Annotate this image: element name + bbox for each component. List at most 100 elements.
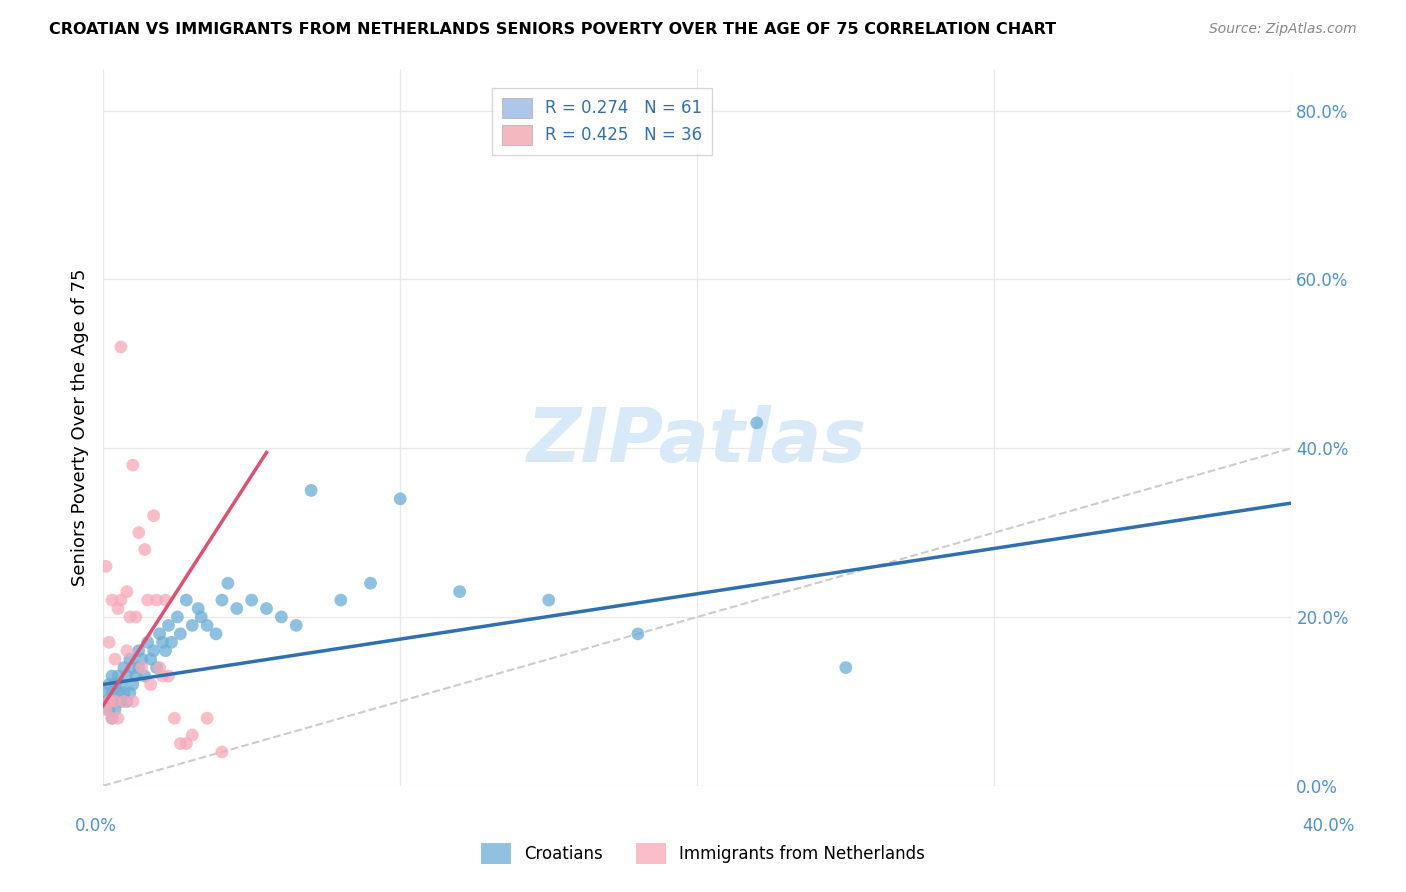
Point [101, 711, 124, 725]
Point [98, 694, 121, 708]
Point [110, 340, 132, 354]
Text: 40.0%: 40.0% [1302, 817, 1355, 835]
Point [139, 677, 162, 691]
Point [98, 703, 121, 717]
Point [160, 635, 183, 649]
Point [360, 576, 382, 591]
Point [449, 584, 471, 599]
Point [285, 618, 308, 632]
Point [115, 584, 138, 599]
Point [835, 660, 858, 674]
Point [98, 635, 121, 649]
Point [115, 694, 138, 708]
Point [121, 458, 143, 472]
Legend: Croatians, Immigrants from Netherlands: Croatians, Immigrants from Netherlands [474, 837, 932, 871]
Point [134, 542, 156, 557]
Point [205, 627, 228, 641]
Point [104, 652, 127, 666]
Point [745, 416, 768, 430]
Point [131, 660, 153, 674]
Point [110, 694, 132, 708]
Point [627, 627, 650, 641]
Point [121, 677, 143, 691]
Point [115, 669, 138, 683]
Point [110, 677, 132, 691]
Point [195, 711, 218, 725]
Point [256, 601, 278, 615]
Point [176, 593, 198, 607]
Point [131, 652, 153, 666]
Point [128, 660, 150, 674]
Point [107, 601, 129, 615]
Point [107, 711, 129, 725]
Point [94, 686, 117, 700]
Point [155, 593, 177, 607]
Point [211, 745, 233, 759]
Point [128, 525, 150, 540]
Point [176, 737, 198, 751]
Text: 0.0%: 0.0% [75, 817, 117, 835]
Y-axis label: Seniors Poverty Over the Age of 75: Seniors Poverty Over the Age of 75 [72, 268, 89, 586]
Point [142, 644, 165, 658]
Point [101, 686, 124, 700]
Point [145, 660, 167, 674]
Point [118, 652, 141, 666]
Point [112, 694, 135, 708]
Text: Source: ZipAtlas.com: Source: ZipAtlas.com [1209, 22, 1357, 37]
Point [128, 644, 150, 658]
Point [104, 677, 127, 691]
Point [225, 601, 247, 615]
Point [169, 627, 191, 641]
Point [121, 694, 143, 708]
Point [139, 652, 162, 666]
Point [145, 593, 167, 607]
Point [181, 728, 204, 742]
Point [148, 660, 170, 674]
Point [110, 593, 132, 607]
Point [101, 593, 124, 607]
Point [142, 508, 165, 523]
Point [187, 601, 209, 615]
Point [98, 694, 121, 708]
Point [125, 610, 148, 624]
Point [195, 618, 218, 632]
Point [134, 669, 156, 683]
Point [104, 703, 127, 717]
Point [107, 686, 129, 700]
Point [329, 593, 352, 607]
Point [121, 660, 143, 674]
Point [94, 694, 117, 708]
Point [136, 635, 159, 649]
Point [104, 694, 127, 708]
Point [118, 686, 141, 700]
Point [217, 576, 239, 591]
Point [181, 618, 204, 632]
Point [537, 593, 560, 607]
Point [118, 610, 141, 624]
Point [155, 644, 177, 658]
Point [104, 694, 127, 708]
Point [163, 711, 186, 725]
Point [115, 644, 138, 658]
Point [190, 610, 212, 624]
Point [101, 711, 124, 725]
Point [299, 483, 322, 498]
Point [270, 610, 292, 624]
Point [98, 677, 121, 691]
Point [152, 635, 174, 649]
Point [136, 593, 159, 607]
Text: CROATIAN VS IMMIGRANTS FROM NETHERLANDS SENIORS POVERTY OVER THE AGE OF 75 CORRE: CROATIAN VS IMMIGRANTS FROM NETHERLANDS … [49, 22, 1056, 37]
Point [94, 703, 117, 717]
Point [112, 660, 135, 674]
Point [157, 669, 180, 683]
Point [169, 737, 191, 751]
Point [107, 669, 129, 683]
Legend: R = 0.274   N = 61, R = 0.425   N = 36: R = 0.274 N = 61, R = 0.425 N = 36 [492, 87, 713, 155]
Point [148, 627, 170, 641]
Point [112, 686, 135, 700]
Point [389, 491, 412, 506]
Point [152, 669, 174, 683]
Point [157, 618, 180, 632]
Point [211, 593, 233, 607]
Point [166, 610, 188, 624]
